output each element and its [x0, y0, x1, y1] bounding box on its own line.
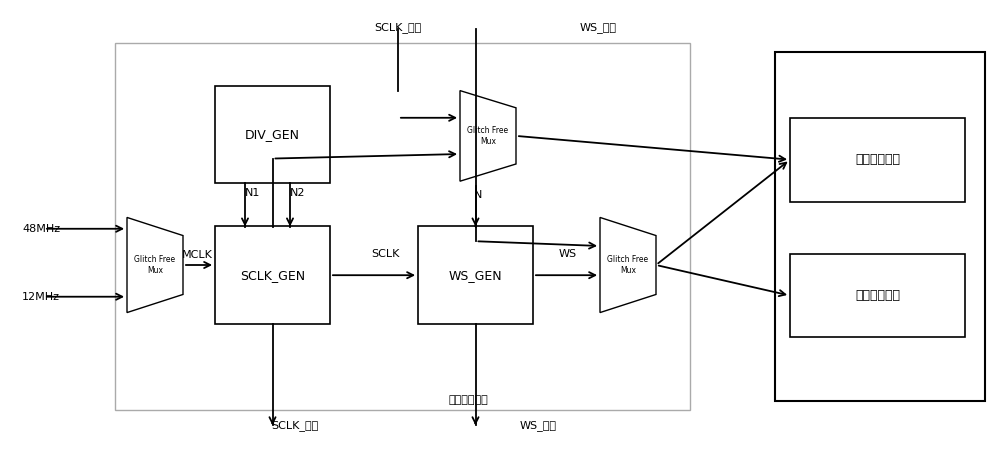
Bar: [790, 118, 965, 202]
Text: SCLK_输出: SCLK_输出: [271, 420, 319, 431]
Bar: [115, 43, 690, 410]
Text: WS: WS: [559, 249, 577, 259]
Text: WS_输入: WS_输入: [580, 22, 616, 33]
Bar: [775, 52, 985, 401]
Text: 时钟产生电路: 时钟产生电路: [448, 395, 488, 405]
Text: Glitch Free
Mux: Glitch Free Mux: [607, 255, 649, 275]
Bar: [215, 226, 330, 324]
Text: 48MHz: 48MHz: [22, 224, 60, 234]
Text: MCLK: MCLK: [182, 251, 212, 260]
Bar: [215, 86, 330, 183]
Polygon shape: [460, 91, 516, 181]
Polygon shape: [127, 217, 183, 313]
Text: Glitch Free
Mux: Glitch Free Mux: [134, 255, 176, 275]
Bar: [418, 226, 533, 324]
Text: DIV_GEN: DIV_GEN: [245, 128, 300, 141]
Text: SCLK: SCLK: [371, 249, 399, 259]
Text: WS_输出: WS_输出: [520, 420, 556, 431]
Text: 数据发送模块: 数据发送模块: [855, 289, 900, 302]
Text: SCLK_GEN: SCLK_GEN: [240, 269, 305, 282]
Bar: [790, 254, 965, 337]
Text: N: N: [474, 190, 482, 200]
Text: N1: N1: [245, 188, 261, 198]
Text: SCLK_输入: SCLK_输入: [374, 22, 422, 33]
Text: WS_GEN: WS_GEN: [449, 269, 502, 282]
Text: N2: N2: [290, 188, 306, 198]
Text: Glitch Free
Mux: Glitch Free Mux: [467, 126, 509, 145]
Text: 12MHz: 12MHz: [22, 292, 60, 302]
Text: 数据接收模块: 数据接收模块: [855, 153, 900, 166]
Polygon shape: [600, 217, 656, 313]
